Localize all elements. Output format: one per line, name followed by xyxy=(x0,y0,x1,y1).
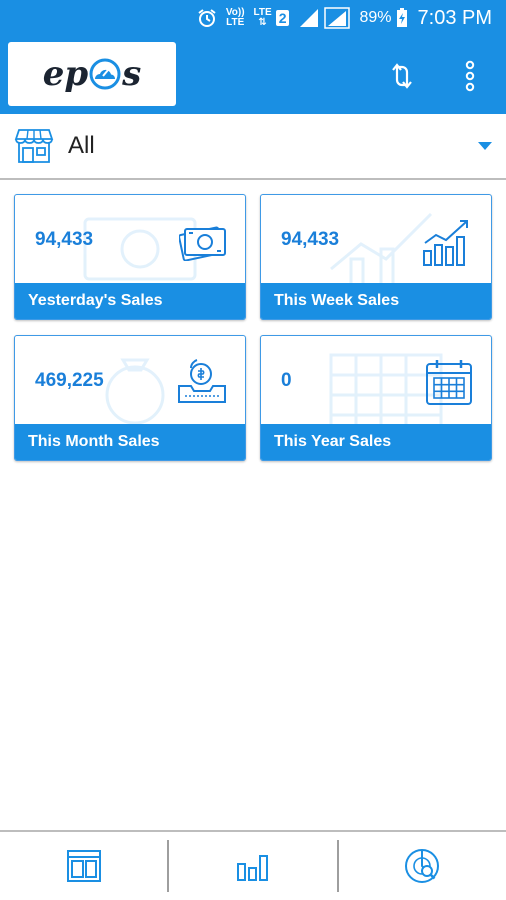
nav-dashboard[interactable] xyxy=(0,832,167,900)
sim-slot-badge: 2 xyxy=(275,10,290,26)
reports-icon xyxy=(236,855,268,881)
signal-icon-2 xyxy=(324,7,351,29)
card-label: This Year Sales xyxy=(261,424,491,460)
analytics-icon xyxy=(405,849,440,883)
card-this-year-sales[interactable]: 0 This Year Sales xyxy=(260,335,492,461)
nav-divider xyxy=(336,840,339,892)
nav-reports[interactable] xyxy=(169,832,336,900)
store-icon xyxy=(14,129,54,163)
card-value: 94,433 xyxy=(35,229,94,250)
card-value: 0 xyxy=(281,370,292,391)
card-value: 94,433 xyxy=(281,229,340,250)
nav-analytics[interactable] xyxy=(339,832,506,900)
dashboard-icon xyxy=(66,850,101,882)
bottom-nav xyxy=(0,830,506,900)
lte-indicator: LTE ⇅ xyxy=(253,7,272,28)
card-value: 469,225 xyxy=(35,370,104,391)
battery-charging-icon xyxy=(396,8,408,28)
selected-store: All xyxy=(68,132,95,159)
status-bar: Vo)) LTE LTE ⇅ 2 89% 7:03 PM xyxy=(0,0,506,36)
card-label: This Month Sales xyxy=(15,424,245,460)
sync-button[interactable] xyxy=(384,58,420,94)
clock: 7:03 PM xyxy=(417,6,492,29)
nav-divider xyxy=(167,840,170,892)
volte-indicator: Vo)) LTE xyxy=(225,7,245,28)
logo-cloud-icon xyxy=(89,58,121,90)
card-label: This Week Sales xyxy=(261,283,491,319)
store-selector[interactable]: All xyxy=(0,114,506,180)
more-options-button[interactable] xyxy=(452,58,488,94)
calendar-icon xyxy=(426,360,472,405)
cash-icon xyxy=(179,226,226,261)
logo-text: ep s xyxy=(42,54,142,94)
background-moneybag-art xyxy=(105,358,165,425)
sync-icon xyxy=(392,63,412,89)
epos-logo: ep s xyxy=(8,42,176,106)
dropdown-caret-icon xyxy=(478,142,492,150)
signal-icon xyxy=(298,8,320,28)
alarm-icon xyxy=(197,8,217,28)
app-bar: ep s xyxy=(0,36,506,114)
battery-text: 89% xyxy=(359,9,392,26)
card-label: Yesterday's Sales xyxy=(15,283,245,319)
app-bar-actions xyxy=(384,58,488,94)
card-this-month-sales[interactable]: 469,225 This Month Sales xyxy=(14,335,246,461)
more-vert-icon xyxy=(465,60,475,92)
money-tray-icon xyxy=(178,359,226,403)
card-yesterday-sales[interactable]: 94,433 Yesterday's Sales xyxy=(14,194,246,320)
card-this-week-sales[interactable]: 94,433 This Week Sales xyxy=(260,194,492,320)
bar-chart-icon xyxy=(423,220,468,266)
